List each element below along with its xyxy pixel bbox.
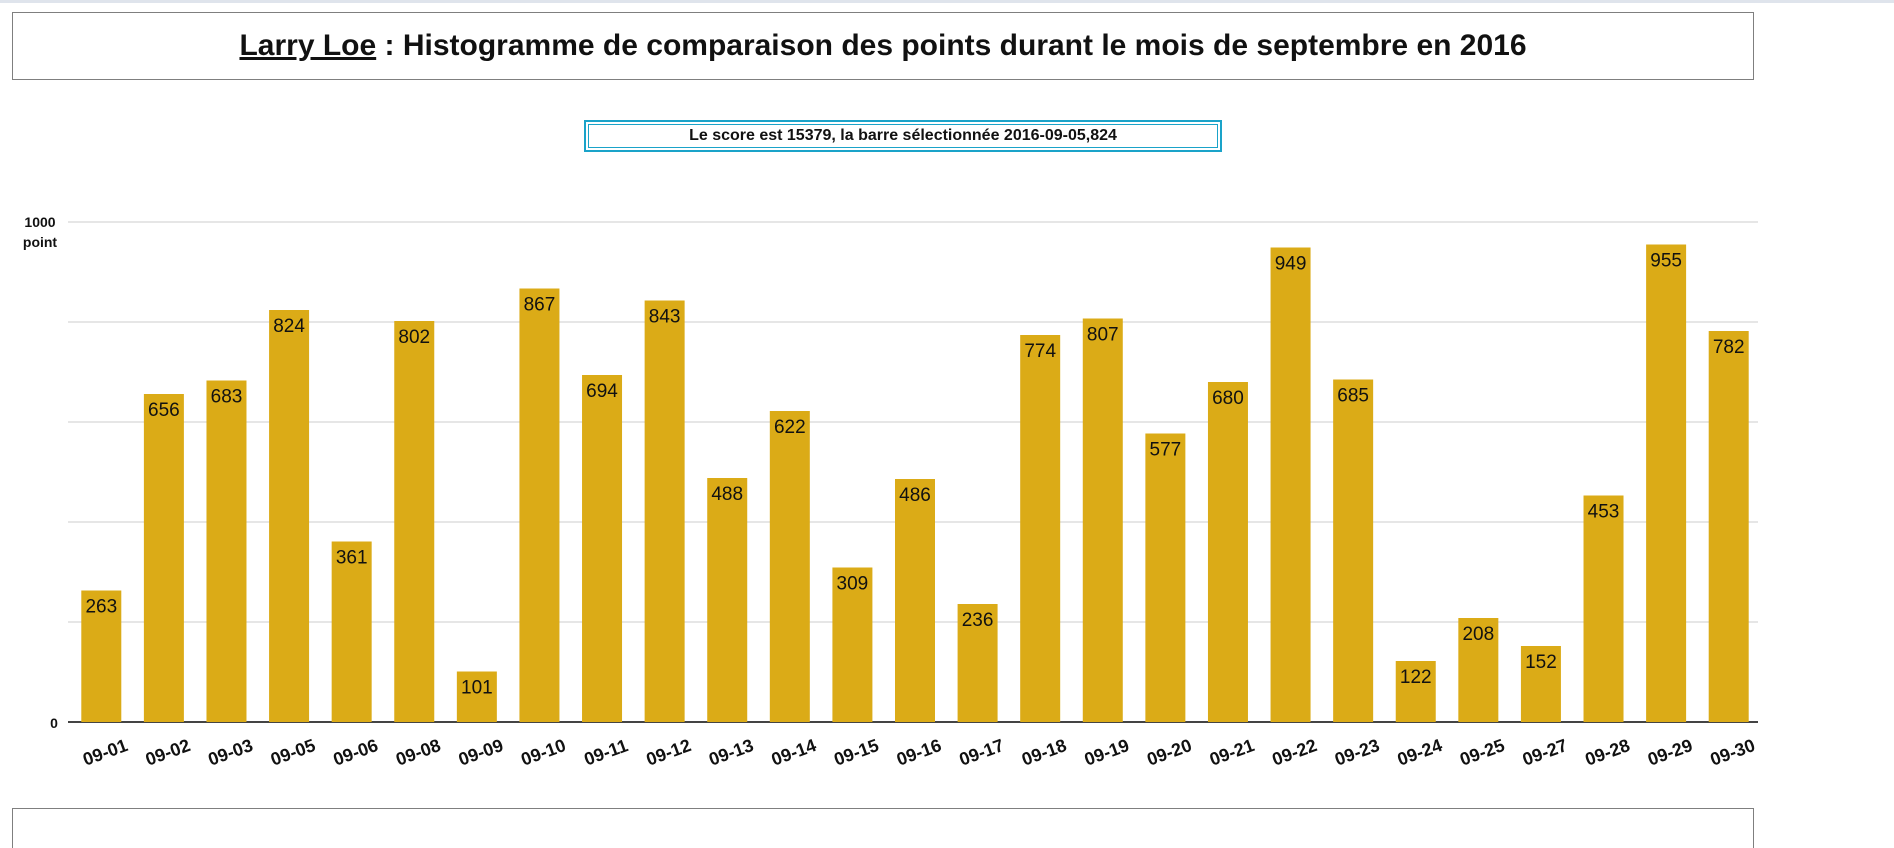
category-label: 09-03 (205, 735, 255, 770)
category-label: 09-23 (1332, 735, 1382, 770)
bar-09-01[interactable] (81, 590, 122, 723)
value-label: 309 (837, 574, 869, 595)
value-label: 236 (962, 610, 994, 631)
category-label: 09-20 (1144, 735, 1194, 770)
value-label: 782 (1713, 337, 1745, 358)
chart-header: Larry Loe : Histogramme de comparaison d… (12, 12, 1754, 80)
value-label: 622 (774, 417, 806, 438)
score-status-text: Le score est 15379, la barre sélectionné… (588, 124, 1218, 148)
category-label: 09-02 (143, 735, 193, 770)
category-label: 09-08 (393, 735, 443, 770)
value-label: 577 (1150, 440, 1182, 461)
y-unit-label: point (23, 234, 58, 250)
category-label: 09-19 (1082, 735, 1132, 770)
bar-09-30[interactable] (1708, 331, 1749, 722)
category-label: 09-30 (1708, 735, 1758, 770)
category-label: 09-05 (268, 735, 318, 770)
category-label: 09-17 (956, 735, 1006, 770)
category-label: 09-01 (80, 735, 130, 770)
bar-09-27[interactable] (1520, 646, 1561, 722)
value-label: 488 (711, 484, 743, 505)
bar-09-28[interactable] (1583, 495, 1624, 723)
bars (81, 244, 1749, 723)
category-label: 09-21 (1207, 735, 1257, 770)
value-label: 807 (1087, 325, 1119, 346)
bar-09-14[interactable] (769, 411, 810, 722)
value-label: 101 (461, 678, 493, 699)
bar-09-18[interactable] (1020, 335, 1061, 722)
value-label: 802 (398, 327, 430, 348)
header-separator: : (376, 29, 403, 62)
value-label: 949 (1275, 254, 1307, 275)
bar-09-03[interactable] (206, 380, 247, 723)
category-label: 09-13 (706, 735, 756, 770)
value-label: 824 (273, 316, 305, 337)
value-label: 656 (148, 400, 180, 421)
bar-chart: 263 09-01 656 09-02 683 09-03 824 09-05 361 09-06… (23, 214, 1758, 770)
bar-09-25[interactable] (1458, 618, 1499, 722)
value-label: 694 (586, 381, 618, 402)
value-label: 683 (211, 387, 243, 408)
value-label: 685 (1337, 386, 1369, 407)
value-label: 680 (1212, 388, 1244, 409)
value-label: 774 (1024, 341, 1056, 362)
category-label: 09-15 (831, 735, 881, 770)
category-label: 09-12 (644, 735, 694, 770)
player-name-link[interactable]: Larry Loe (239, 29, 377, 62)
category-label: 09-14 (769, 735, 819, 770)
category-label: 09-25 (1457, 735, 1507, 770)
bar-09-17[interactable] (957, 604, 998, 722)
bar-09-15[interactable] (832, 567, 873, 723)
bar-09-19[interactable] (1082, 318, 1123, 723)
y-tick-bottom-label: 0 (50, 715, 58, 731)
y-tick-top-label: 1000 (24, 214, 55, 230)
category-label: 09-27 (1520, 735, 1570, 770)
value-label: 208 (1462, 624, 1494, 645)
bar-09-09[interactable] (456, 671, 497, 723)
chart-title: Histogramme de comparaison des points du… (402, 29, 1527, 62)
category-label: 09-22 (1269, 735, 1319, 770)
bar-09-16[interactable] (895, 479, 935, 722)
category-label: 09-16 (894, 735, 944, 770)
top-border-line (0, 0, 1894, 3)
bar-09-10[interactable] (519, 288, 560, 723)
value-label: 263 (85, 597, 117, 618)
bar-09-11[interactable] (582, 375, 623, 722)
value-label: 867 (524, 295, 556, 316)
bottom-panel (12, 808, 1754, 848)
bar-09-29[interactable] (1646, 244, 1687, 723)
category-label: 09-09 (456, 735, 506, 770)
value-label: 361 (336, 548, 368, 569)
category-label: 09-06 (331, 735, 381, 770)
bar-09-20[interactable] (1145, 433, 1186, 723)
value-label: 843 (649, 307, 681, 328)
bar-09-24[interactable] (1395, 661, 1436, 722)
category-label: 09-18 (1019, 735, 1069, 770)
bar-09-12[interactable] (644, 300, 685, 723)
bar-09-13[interactable] (707, 478, 748, 722)
value-label: 453 (1588, 502, 1620, 523)
value-label: 122 (1400, 667, 1432, 688)
bar-09-23[interactable] (1333, 379, 1374, 723)
value-label: 955 (1650, 251, 1682, 272)
value-label: 152 (1525, 652, 1557, 673)
category-label: 09-29 (1645, 735, 1695, 770)
category-label: 09-10 (518, 735, 568, 770)
bar-09-08[interactable] (394, 321, 435, 722)
value-label: 486 (899, 485, 931, 506)
bar-09-06[interactable] (331, 541, 372, 723)
bar-09-02[interactable] (143, 394, 184, 722)
category-label: 09-11 (581, 735, 630, 769)
bar-09-05[interactable] (269, 310, 310, 722)
category-label: 09-28 (1582, 735, 1632, 770)
category-label: 09-24 (1395, 735, 1445, 770)
bar-09-21[interactable] (1207, 382, 1248, 722)
bar-09-22[interactable] (1270, 247, 1311, 723)
score-status-box: Le score est 15379, la barre sélectionné… (584, 120, 1222, 152)
